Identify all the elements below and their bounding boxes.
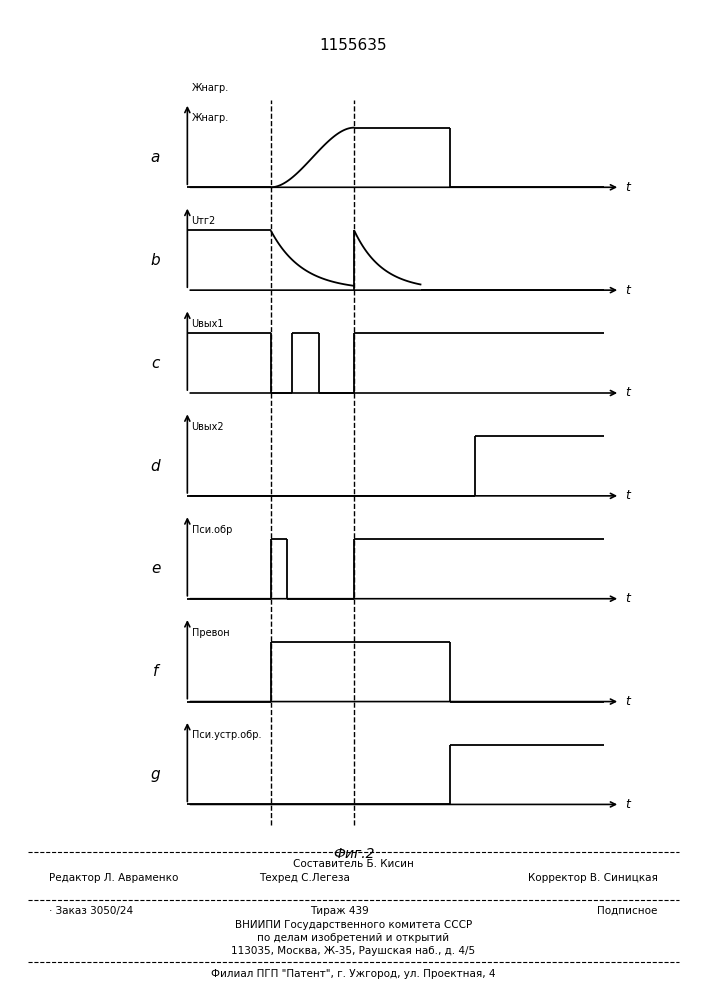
Text: t: t [626, 181, 631, 194]
Text: g: g [151, 767, 160, 782]
Text: Составитель Б. Кисин: Составитель Б. Кисин [293, 859, 414, 869]
Text: t: t [626, 489, 631, 502]
Text: e: e [151, 561, 160, 576]
Text: b: b [151, 253, 160, 268]
Text: Филиал ПГП "Патент", г. Ужгород, ул. Проектная, 4: Филиал ПГП "Патент", г. Ужгород, ул. Про… [211, 969, 496, 979]
Text: c: c [151, 356, 160, 371]
Text: · Заказ 3050/24: · Заказ 3050/24 [49, 906, 134, 916]
Text: 1155635: 1155635 [320, 37, 387, 52]
Text: f: f [153, 664, 158, 679]
Text: d: d [151, 459, 160, 474]
Text: t: t [626, 284, 631, 297]
Text: Фиг.2: Фиг.2 [333, 847, 374, 861]
Text: 113035, Москва, Ж-35, Раушская наб., д. 4/5: 113035, Москва, Ж-35, Раушская наб., д. … [231, 946, 476, 956]
Text: t: t [626, 592, 631, 605]
Text: Жнагр.: Жнагр. [192, 83, 229, 93]
Text: Пси.обр: Пси.обр [192, 525, 232, 535]
Text: Редактор Л. Авраменко: Редактор Л. Авраменко [49, 873, 179, 883]
Text: Тираж 439: Тираж 439 [310, 906, 369, 916]
Text: Превон: Превон [192, 628, 229, 638]
Text: ВНИИПИ Государственного комитета СССР: ВНИИПИ Государственного комитета СССР [235, 920, 472, 930]
Text: Uвых1: Uвых1 [192, 319, 224, 329]
Text: Корректор В. Синицкая: Корректор В. Синицкая [527, 873, 658, 883]
Text: Подписное: Подписное [597, 906, 658, 916]
Text: Uтг2: Uтг2 [192, 216, 216, 226]
Text: Техред С.Легеза: Техред С.Легеза [259, 873, 349, 883]
Text: Жнагр.: Жнагр. [192, 113, 229, 123]
Text: по делам изобретений и открытий: по делам изобретений и открытий [257, 933, 450, 943]
Text: t: t [626, 695, 631, 708]
Text: a: a [151, 150, 160, 165]
Text: t: t [626, 386, 631, 399]
Text: Uвых2: Uвых2 [192, 422, 224, 432]
Text: t: t [626, 798, 631, 811]
Text: Пси.устр.обр.: Пси.устр.обр. [192, 730, 261, 740]
